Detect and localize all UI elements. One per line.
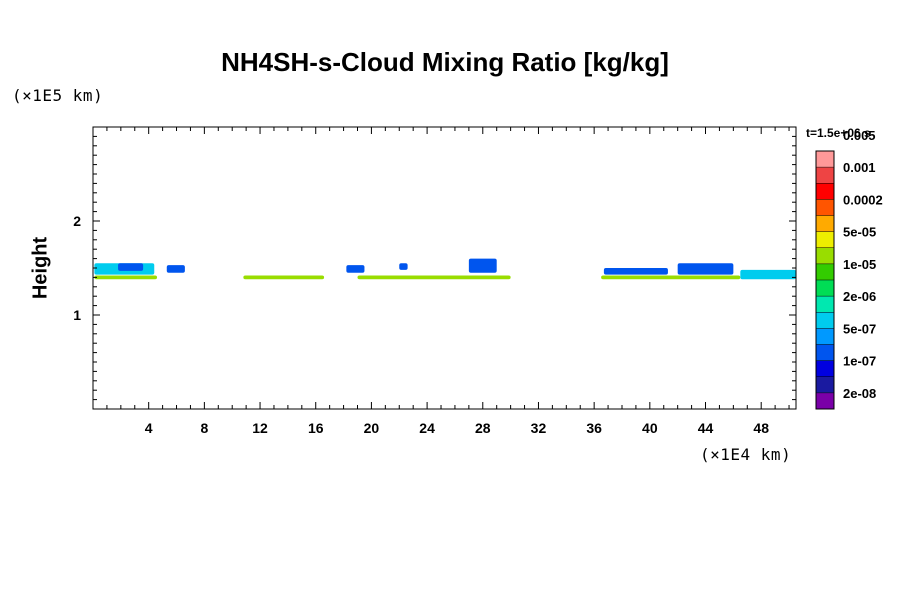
cloud-feature — [399, 263, 408, 270]
y-axis-unit: (×1E5 km) — [12, 86, 104, 105]
colorbar-swatch — [816, 376, 834, 393]
colorbar-label: 2e-08 — [843, 386, 876, 401]
cloud-feature — [94, 275, 158, 280]
colorbar-swatch — [816, 328, 834, 345]
cloud-feature — [740, 269, 796, 280]
x-axis-unit: (×1E4 km) — [700, 445, 792, 464]
colorbar-label: 2e-06 — [843, 289, 876, 304]
colorbar-swatch — [816, 247, 834, 264]
x-tick-label: 32 — [531, 420, 547, 436]
cloud-feature — [243, 275, 325, 280]
colorbar-label: 5e-07 — [843, 321, 876, 336]
time-label: t=1.5e+06 s — [806, 126, 871, 140]
colorbar-swatch — [816, 312, 834, 329]
x-tick-label: 48 — [753, 420, 769, 436]
colorbar-label: 0.001 — [843, 160, 876, 175]
colorbar-swatch — [816, 151, 834, 168]
colorbar-label: 0.0002 — [843, 192, 883, 207]
colorbar-label: 1e-05 — [843, 257, 876, 272]
x-tick-label: 28 — [475, 420, 491, 436]
cloud-feature — [603, 268, 668, 275]
colorbar-swatch — [816, 167, 834, 184]
x-tick-label: 16 — [308, 420, 324, 436]
cloud-feature — [118, 263, 144, 271]
x-tick-label: 44 — [698, 420, 714, 436]
colorbar-swatch — [816, 199, 834, 216]
colorbar-swatch — [816, 231, 834, 248]
x-tick-label: 20 — [364, 420, 380, 436]
cloud-feature — [677, 263, 734, 275]
x-tick-label: 40 — [642, 420, 658, 436]
chart-title: NH4SH-s-Cloud Mixing Ratio [kg/kg] — [221, 47, 669, 77]
colorbar-swatch — [816, 215, 834, 232]
colorbar-swatch — [816, 360, 834, 377]
colorbar-label: 0.005 — [843, 128, 876, 143]
colorbar-swatch — [816, 280, 834, 297]
colorbar-label: 5e-05 — [843, 225, 876, 240]
colorbar-swatch — [816, 296, 834, 313]
cloud-feature — [357, 275, 511, 280]
y-tick-label: 2 — [73, 213, 81, 229]
x-tick-label: 8 — [200, 420, 208, 436]
colorbar-swatch — [816, 344, 834, 361]
cloud-feature — [468, 258, 497, 273]
x-tick-label: 12 — [252, 420, 268, 436]
x-tick-label: 24 — [419, 420, 435, 436]
x-tick-label: 4 — [145, 420, 153, 436]
colorbar-swatch — [816, 183, 834, 200]
colorbar-swatch — [816, 392, 834, 409]
cloud-feature — [346, 265, 365, 273]
colorbar-label: 1e-07 — [843, 354, 876, 369]
colorbar-swatch — [816, 263, 834, 280]
x-tick-label: 36 — [586, 420, 602, 436]
cloud-feature — [601, 275, 741, 280]
cloud-feature — [166, 265, 185, 273]
y-tick-label: 1 — [73, 307, 81, 323]
